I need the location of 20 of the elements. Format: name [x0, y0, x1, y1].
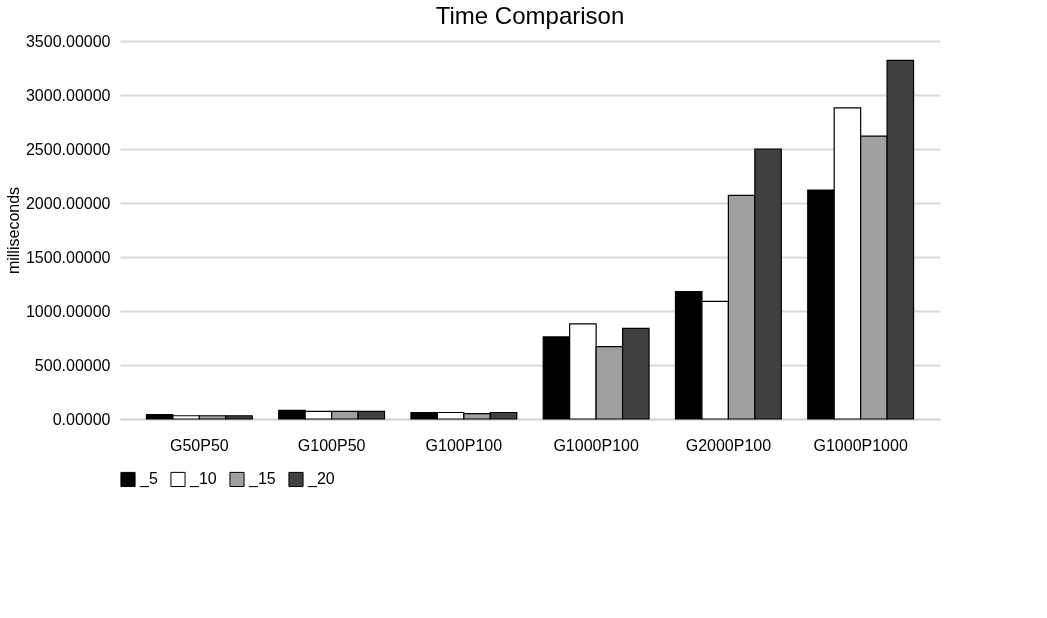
legend-label: _5 [139, 470, 158, 489]
x-tick-label: G100P50 [297, 436, 366, 454]
x-tick-label: G50P50 [170, 436, 229, 454]
y-axis-title: milliseconds [4, 186, 22, 275]
y-tick-label: 2000.00000 [25, 194, 111, 212]
y-tick-label: 3000.00000 [25, 86, 111, 104]
y-tick-label: 2500.00000 [25, 140, 111, 158]
x-tick-label: G1000P100 [553, 436, 639, 454]
y-tick-label: 500.00000 [34, 356, 111, 374]
y-tick-label: 1000.00000 [25, 302, 111, 320]
y-tick-label: 3500.00000 [25, 32, 111, 50]
legend-label: _20 [307, 470, 335, 489]
x-tick-label: G1000P1000 [813, 436, 908, 454]
x-tick-label: G2000P100 [685, 436, 772, 454]
chart-title: Time Comparison [435, 2, 625, 29]
y-tick-label: 1500.00000 [25, 248, 111, 266]
x-tick-label: G100P100 [425, 436, 503, 454]
y-tick-label: 0.00000 [52, 410, 111, 428]
legend-label: _15 [248, 470, 276, 489]
legend-label: _10 [189, 470, 217, 489]
